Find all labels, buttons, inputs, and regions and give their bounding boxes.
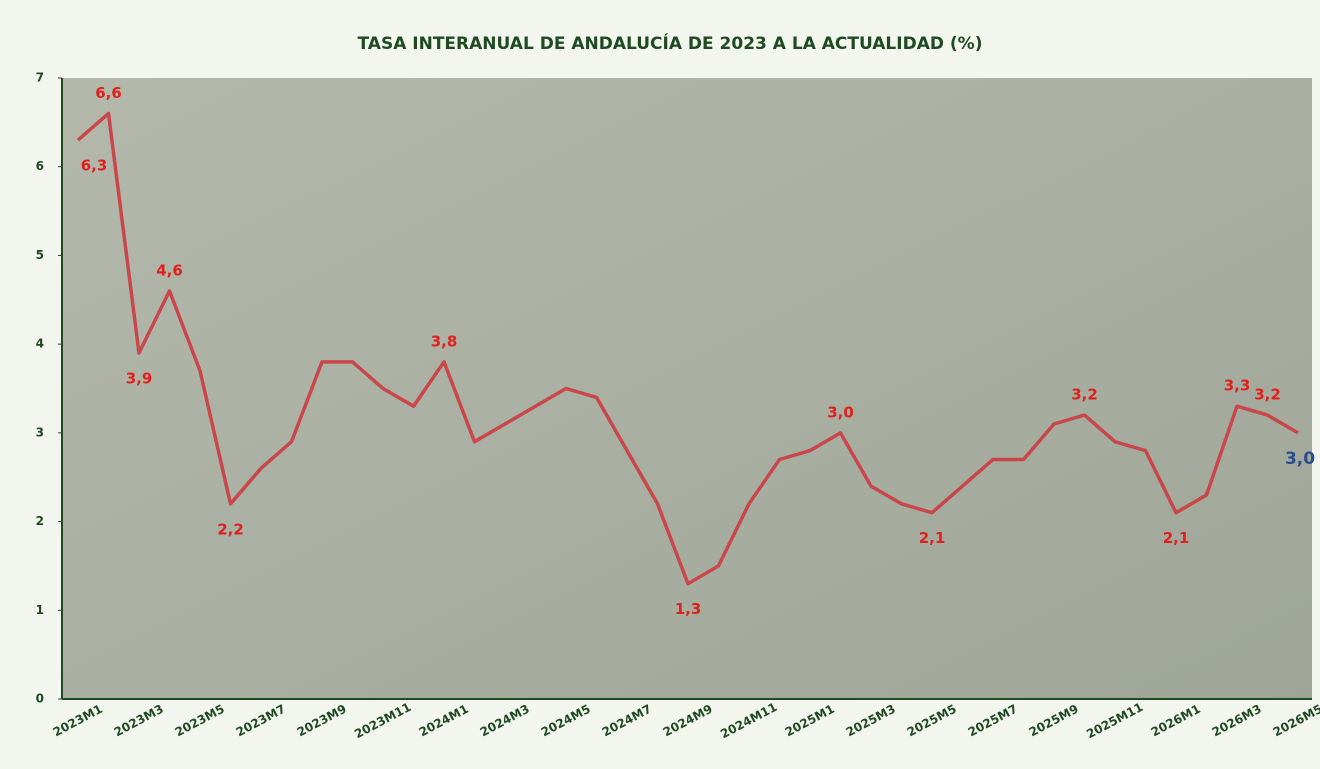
y-tick-label: 6: [36, 159, 44, 173]
x-tick-label: 2023M5: [173, 702, 227, 740]
data-label: 2,1: [1163, 529, 1190, 547]
data-label: 3,0: [827, 403, 854, 421]
data-label: 3,2: [1071, 386, 1098, 404]
chart: TASA INTERANUAL DE ANDALUCÍA DE 2023 A L…: [0, 0, 1320, 765]
data-label: 3,0: [1285, 449, 1315, 469]
data-label: 1,3: [675, 600, 702, 618]
x-tick-label: 2024M1: [417, 702, 471, 740]
data-label: 3,2: [1254, 386, 1281, 404]
x-tick-label: 2024M3: [478, 702, 532, 740]
x-tick-label: 2026M3: [1210, 702, 1264, 740]
y-tick-label: 0: [36, 692, 44, 706]
data-label: 3,3: [1224, 377, 1251, 395]
page: {"chart_data": {"type": "line", "title":…: [0, 0, 1320, 765]
x-tick-label: 2025M5: [905, 702, 959, 740]
x-tick-label: 2024M7: [600, 702, 654, 740]
data-label: 2,1: [919, 529, 946, 547]
x-tick-label: 2025M7: [966, 702, 1020, 740]
y-tick-label: 4: [36, 337, 44, 351]
y-tick-label: 1: [36, 603, 44, 617]
x-tick-label: 2024M11: [718, 700, 779, 741]
x-tick-label: 2026M1: [1149, 702, 1203, 740]
chart-title: TASA INTERANUAL DE ANDALUCÍA DE 2023 A L…: [358, 32, 983, 54]
x-tick-label: 2025M9: [1027, 702, 1081, 740]
data-label: 6,3: [81, 157, 108, 175]
data-label: 6,6: [95, 84, 122, 102]
x-tick-label: 2024M9: [661, 702, 715, 740]
data-label: 3,8: [431, 332, 458, 350]
x-tick-label: 2023M9: [295, 702, 349, 740]
x-tick-label: 2023M11: [352, 700, 413, 741]
x-tick-label: 2025M1: [783, 702, 837, 740]
data-label: 3,9: [126, 370, 153, 388]
x-tick-label: 2023M3: [112, 702, 166, 740]
y-tick-label: 2: [36, 514, 44, 528]
x-tick-label: 2026M5: [1271, 702, 1320, 740]
x-tick-label: 2025M11: [1084, 700, 1145, 741]
y-tick-label: 7: [36, 71, 44, 85]
x-tick-label: 2023M1: [51, 702, 105, 740]
y-tick-label: 5: [36, 248, 44, 262]
y-tick-label: 3: [36, 425, 44, 439]
x-tick-label: 2023M7: [234, 702, 288, 740]
x-tick-label: 2024M5: [539, 702, 593, 740]
x-tick-label: 2025M3: [844, 702, 898, 740]
data-label: 2,2: [217, 520, 244, 538]
data-label: 4,6: [156, 261, 183, 279]
